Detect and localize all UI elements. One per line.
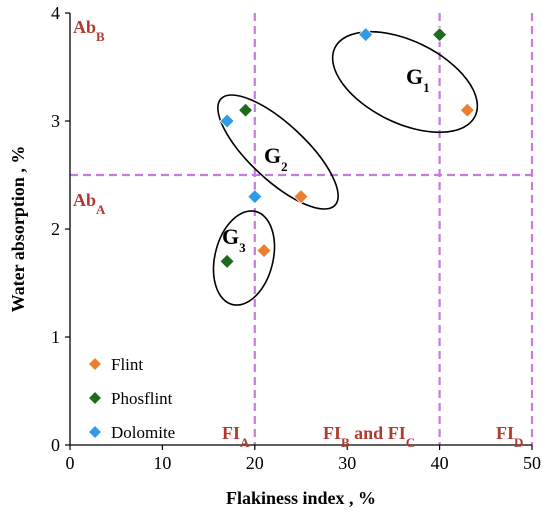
group-label-g1: G1 (406, 64, 430, 95)
legend-label-flint: Flint (111, 355, 143, 374)
y-tick-label: 3 (51, 111, 60, 131)
flint-point (293, 189, 309, 205)
x-tick-label: 40 (431, 453, 449, 473)
legend-label-phosflint: Phosflint (111, 389, 173, 408)
group-ellipse-3 (212, 210, 276, 306)
phosflint-point (432, 27, 448, 43)
x-tick-label: 30 (338, 453, 356, 473)
threshold-label-fib-fic: FIB and FIC (323, 423, 415, 450)
threshold-label-abb: AbB (73, 17, 105, 44)
dolomite-point (358, 27, 374, 43)
phosflint-point (237, 102, 254, 118)
group-label-g2: G2 (264, 143, 288, 174)
threshold-label-fid: FID (496, 423, 523, 450)
legend-label-dolomite: Dolomite (111, 423, 175, 442)
y-tick-label: 0 (51, 435, 60, 455)
threshold-label-fia: FIA (222, 423, 250, 450)
dolomite-point (247, 189, 263, 205)
phosflint-point (219, 253, 235, 269)
group-ellipse-2 (217, 94, 339, 210)
flint-point (256, 243, 272, 259)
flint-legend-marker (87, 356, 103, 372)
x-tick-label: 0 (66, 453, 75, 473)
flint-point (459, 102, 475, 118)
x-tick-label: 10 (153, 453, 171, 473)
x-axis-title: Flakiness index , % (226, 488, 376, 508)
dolomite-point (219, 113, 235, 129)
y-tick-label: 1 (51, 327, 60, 347)
dolomite-legend-marker (87, 424, 103, 440)
group-label-g3: G3 (222, 224, 246, 255)
threshold-label-aba: AbA (73, 190, 106, 217)
y-tick-label: 4 (51, 3, 60, 23)
x-tick-label: 50 (523, 453, 541, 473)
phosflint-legend-marker (87, 390, 103, 406)
y-axis-title: Water absorption , % (8, 146, 28, 313)
x-tick-label: 20 (246, 453, 264, 473)
group-ellipse-1 (331, 30, 479, 134)
y-tick-label: 2 (51, 219, 60, 239)
